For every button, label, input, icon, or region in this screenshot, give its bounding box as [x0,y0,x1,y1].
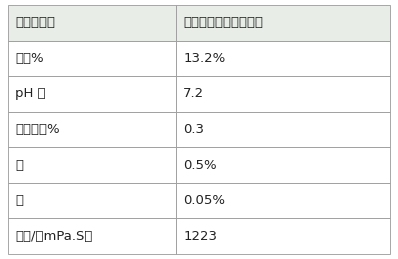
Bar [176,112,390,147]
Text: 7.2: 7.2 [183,88,204,100]
Bar [8,218,176,254]
Bar [8,76,176,112]
Text: 砲: 砲 [15,194,23,207]
Text: 0.05%: 0.05% [183,194,225,207]
Bar [8,41,176,76]
Text: pH 値: pH 値 [15,88,46,100]
Text: 13.2%: 13.2% [183,52,226,65]
Bar [176,41,390,76]
Bar [176,183,390,218]
Bar [176,147,390,183]
Bar [8,5,176,41]
Text: 乳白色至浅黄色粉末状: 乳白色至浅黄色粉末状 [183,16,263,30]
Text: 铅: 铅 [15,159,23,171]
Bar [176,5,390,41]
Bar [176,76,390,112]
Bar [8,112,176,147]
Text: 水不溢物%: 水不溢物% [15,123,60,136]
Bar [8,183,176,218]
Bar [8,147,176,183]
Bar [176,218,390,254]
Text: 0.3: 0.3 [183,123,204,136]
Text: 1223: 1223 [183,229,217,243]
Text: 粘度/（mPa.S）: 粘度/（mPa.S） [15,229,92,243]
Text: 色泽及性状: 色泽及性状 [15,16,55,30]
Text: 水分%: 水分% [15,52,44,65]
Text: 0.5%: 0.5% [183,159,217,171]
